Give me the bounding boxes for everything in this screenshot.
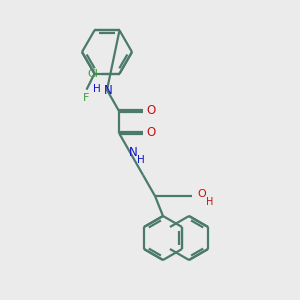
- Text: O: O: [146, 127, 156, 140]
- Text: O: O: [198, 189, 206, 199]
- Text: O: O: [146, 104, 156, 118]
- Text: N: N: [103, 85, 112, 98]
- Text: H: H: [137, 155, 145, 165]
- Text: H: H: [206, 197, 214, 207]
- Text: Cl: Cl: [87, 69, 98, 79]
- Text: H: H: [93, 84, 101, 94]
- Text: F: F: [83, 93, 90, 103]
- Text: N: N: [129, 146, 137, 160]
